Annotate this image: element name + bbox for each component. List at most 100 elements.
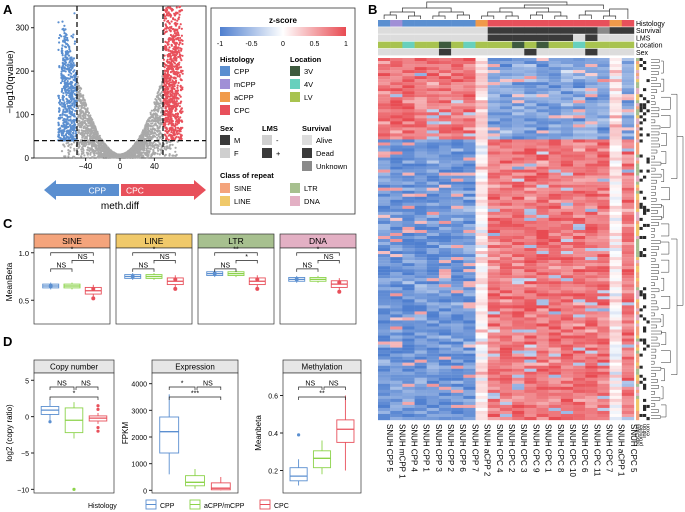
volcano-point-hyper	[168, 79, 172, 82]
heatmap-cell	[573, 193, 586, 197]
heatmap-cell	[475, 235, 488, 240]
heatmap-cell	[475, 142, 488, 146]
heatmap-cell	[524, 124, 537, 128]
heatmap-cell	[597, 58, 610, 62]
heatmap-cell	[499, 136, 513, 140]
volcano-point-ns	[143, 137, 146, 141]
volcano-point-hyper	[168, 61, 171, 64]
heatmap-cell	[451, 85, 464, 89]
volcano-point-ns	[138, 154, 141, 157]
heatmap-cell	[548, 154, 562, 158]
heatmap-cell	[585, 226, 598, 231]
volcano-point-ns	[154, 98, 157, 101]
heatmap-cell	[426, 121, 440, 125]
volcano-point-hypo	[71, 65, 74, 68]
heatmap-cell	[621, 193, 635, 197]
heatmap-cell	[378, 184, 391, 188]
heatmap-cell	[512, 226, 525, 231]
heatmap-cell	[475, 232, 488, 237]
volcano-point-hyper	[167, 103, 171, 106]
heatmap-cell	[402, 205, 415, 209]
volcano-point-hyper	[172, 100, 175, 103]
volcano-point-hyper	[163, 19, 166, 22]
annotation-cell	[414, 27, 427, 34]
volcano-point-hyper	[171, 63, 174, 66]
heatmap-cell	[378, 190, 391, 194]
volcano-point-ns	[104, 145, 107, 149]
volcano-point-hyper	[171, 97, 174, 100]
heatmap-cell	[597, 166, 610, 170]
volcano-point-hyper	[165, 60, 168, 63]
annotation-cell	[402, 34, 415, 41]
heatmap-cell	[463, 148, 476, 152]
heatmap-cell	[585, 229, 598, 234]
annotation-cell	[585, 41, 598, 49]
volcano-point-hypo	[70, 121, 73, 125]
heatmap-cell	[560, 205, 574, 209]
heatmap-cell	[573, 254, 586, 258]
heatmap-cell	[378, 76, 391, 80]
volcano-point-hypo	[62, 58, 65, 62]
heatmap-cell	[499, 58, 513, 62]
heatmap-cell	[560, 130, 574, 134]
heatmap-cell	[536, 76, 549, 80]
volcano-point-hyper	[177, 71, 180, 74]
heatmap-cell	[560, 220, 574, 225]
volcano-point-ns	[82, 127, 85, 130]
heatmap-cell	[487, 257, 501, 261]
volcano-point-hyper	[174, 32, 178, 35]
volcano-point-ns	[109, 156, 112, 159]
heatmap-cell	[487, 157, 501, 161]
heatmap-cell	[487, 136, 501, 140]
heatmap-cell	[524, 67, 537, 71]
heatmap-cell	[621, 58, 635, 62]
heatmap-cell	[451, 187, 464, 191]
volcano-point-ns	[158, 98, 162, 101]
volcano-point-ns	[149, 128, 152, 131]
heatmap-cell	[463, 139, 476, 143]
volcano-point-hyper	[178, 25, 181, 28]
volcano-point-ns	[133, 153, 136, 156]
heatmap-cell	[487, 178, 501, 182]
heatmap-cell	[463, 242, 476, 246]
volcano-point-hypo	[73, 101, 76, 104]
heatmap-cell	[597, 94, 610, 98]
heatmap-cell	[585, 217, 598, 222]
heatmap-cell	[414, 160, 427, 164]
volcano-point-hypo	[64, 35, 67, 38]
volcano-point-hyper	[174, 126, 177, 129]
heatmap-cell	[499, 103, 513, 107]
heatmap-cell	[621, 127, 635, 131]
volcano-point-ns	[145, 144, 148, 147]
heatmap-cell	[524, 242, 537, 246]
heatmap-cell	[390, 223, 403, 228]
volcano-point-hyper	[176, 31, 179, 34]
volcano-point-ns	[165, 146, 168, 149]
annotation-cell	[597, 27, 610, 34]
heatmap-cell	[390, 82, 403, 86]
heatmap-cell	[524, 223, 537, 228]
volcano-point-hypo	[63, 80, 66, 83]
heatmap-cell	[426, 64, 440, 68]
heatmap-cell	[414, 166, 427, 170]
volcano-point-ns	[85, 137, 88, 140]
heatmap-cell	[402, 239, 415, 243]
volcano-point-hypo	[62, 134, 65, 137]
heatmap-cell	[548, 67, 562, 71]
heatmap-cell	[573, 232, 586, 237]
heatmap-cell	[512, 142, 525, 146]
annotation-cell	[597, 20, 610, 27]
volcano-point-ns	[154, 132, 157, 135]
volcano-point-hypo	[66, 38, 69, 41]
heatmap-cell	[573, 58, 586, 62]
volcano-point-hyper	[175, 54, 178, 57]
heatmap-cell	[536, 187, 549, 191]
heatmap-cell	[536, 260, 549, 264]
heatmap-cell	[475, 181, 488, 185]
heatmap-cell	[621, 220, 635, 225]
heatmap-cell	[597, 169, 610, 173]
volcano-point-ns	[94, 128, 97, 131]
heatmap-cell	[585, 142, 598, 146]
heatmap-cell	[573, 139, 586, 143]
volcano-point-ns	[123, 156, 126, 159]
